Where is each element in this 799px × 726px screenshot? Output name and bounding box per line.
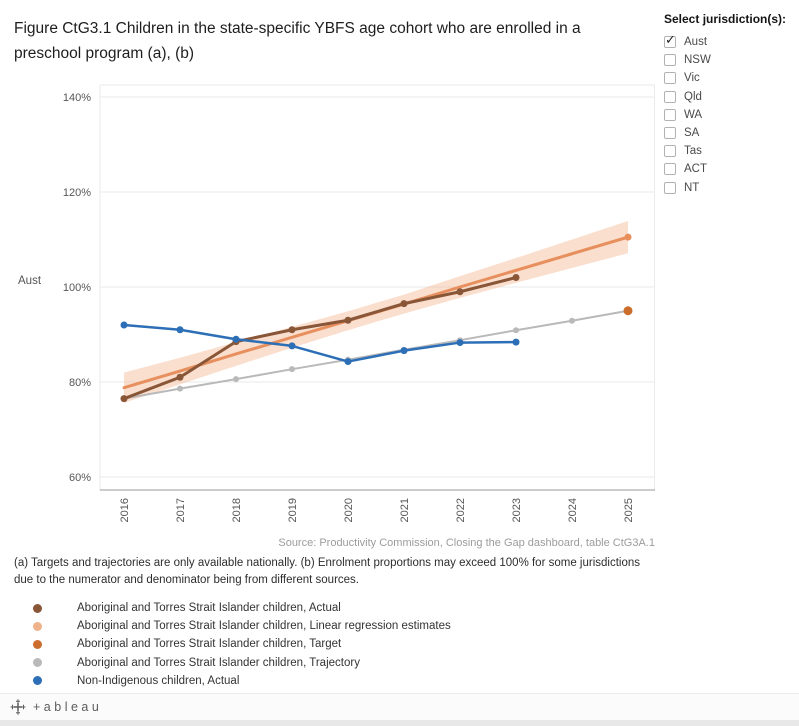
jurisdiction-option-label: Vic [684, 72, 700, 85]
jurisdiction-option-label: NSW [684, 54, 711, 67]
jurisdiction-option-aust[interactable]: ✓ Aust [664, 33, 796, 51]
indigenous_actual-point[interactable] [176, 373, 184, 381]
non_indigenous_actual-point[interactable] [176, 326, 184, 334]
line-chart[interactable]: 60% 80% 100% 120% 140% 2016 2017 2018 2019 2020 20… [45, 80, 655, 530]
y-tick-label: 60% [69, 472, 91, 484]
non_indigenous_actual-point[interactable] [512, 338, 520, 346]
legend-item: Aboriginal and Torres Strait Islander ch… [33, 635, 451, 653]
y-tick-label: 120% [63, 187, 91, 199]
chart-legend: Aboriginal and Torres Strait Islander ch… [33, 599, 451, 690]
indigenous_actual-point[interactable] [400, 300, 408, 308]
legend-item: Aboriginal and Torres Strait Islander ch… [33, 654, 451, 672]
legend-dot [33, 639, 42, 649]
trajectory-point[interactable] [233, 376, 239, 383]
checkbox-act[interactable] [664, 163, 676, 176]
tableau-wordmark: +ableau [33, 700, 103, 714]
jurisdiction-option-label: SA [684, 127, 700, 140]
non_indigenous_actual-point[interactable] [120, 321, 128, 329]
legend-label: Aboriginal and Torres Strait Islander ch… [77, 638, 342, 651]
legend-item: Non-Indigenous children, Actual [33, 672, 451, 690]
horizontal-scrollbar[interactable] [0, 720, 799, 726]
legend-label: Aboriginal and Torres Strait Islander ch… [77, 620, 451, 633]
checkmark-icon: ✓ [665, 32, 676, 48]
checkbox-sa[interactable] [664, 127, 676, 140]
jurisdiction-option-wa[interactable]: WA [664, 106, 796, 124]
jurisdiction-option-tas[interactable]: Tas [664, 142, 796, 160]
legend-dot [33, 603, 42, 613]
jurisdiction-option-label: Aust [684, 36, 708, 49]
non_indigenous_actual-point[interactable] [232, 335, 240, 343]
non_indigenous_actual-point[interactable] [400, 347, 408, 355]
jurisdiction-option-label: Tas [684, 145, 702, 158]
y-tick-label: 140% [63, 92, 91, 104]
x-tick-label: 2020 [343, 498, 355, 522]
indigenous_actual-point[interactable] [120, 395, 128, 403]
indigenous_actual-line[interactable] [122, 276, 518, 401]
x-tick-label: 2018 [231, 498, 243, 522]
jurisdiction-option-label: NT [684, 181, 700, 194]
jurisdiction-option-vic[interactable]: Vic [664, 69, 796, 87]
jurisdiction-option-label: ACT [684, 163, 707, 176]
target-point[interactable] [623, 306, 633, 316]
jurisdiction-option-label: Qld [684, 90, 702, 103]
regression-point[interactable] [624, 233, 632, 241]
jurisdiction-option-label: WA [684, 108, 703, 121]
jurisdiction-option-act[interactable]: ACT [664, 160, 796, 178]
x-tick-label: 2024 [567, 498, 579, 522]
x-tick-label: 2021 [399, 498, 411, 522]
legend-label: Non-Indigenous children, Actual [77, 674, 240, 687]
y-tick-label: 100% [63, 282, 91, 294]
row-label-aust: Aust [18, 275, 42, 287]
source-text: Source: Productivity Commission, Closing… [278, 537, 655, 549]
non_indigenous_actual-point[interactable] [288, 342, 296, 350]
legend-label: Aboriginal and Torres Strait Islander ch… [77, 602, 341, 615]
legend-item: Aboriginal and Torres Strait Islander ch… [33, 617, 451, 635]
footnote-text: (a) Targets and trajectories are only av… [14, 557, 640, 587]
checkbox-vic[interactable] [664, 72, 676, 85]
checkbox-wa[interactable] [664, 108, 676, 121]
indigenous_actual-point[interactable] [344, 316, 352, 324]
x-tick-label: 2017 [175, 498, 187, 522]
x-tick-label: 2019 [287, 498, 299, 522]
legend-dot [33, 621, 42, 631]
x-tick-label: 2016 [119, 498, 131, 522]
trajectory-point[interactable] [569, 317, 575, 324]
x-tick-label: 2022 [455, 498, 467, 522]
legend-label: Aboriginal and Torres Strait Islander ch… [77, 656, 360, 669]
x-tick-label: 2023 [511, 498, 523, 522]
non_indigenous_actual-point[interactable] [344, 358, 352, 366]
trajectory-point[interactable] [513, 327, 519, 334]
legend-dot [33, 676, 42, 686]
checkbox-qld[interactable] [664, 90, 676, 103]
checkbox-nsw[interactable] [664, 54, 676, 67]
trajectory-line[interactable] [123, 309, 629, 400]
trajectory-point[interactable] [177, 385, 183, 392]
non_indigenous_actual-line[interactable] [122, 323, 518, 363]
legend-dot [33, 658, 42, 668]
figure-title: Figure CtG3.1 Children in the state-spec… [14, 20, 581, 63]
legend-item: Aboriginal and Torres Strait Islander ch… [33, 599, 451, 617]
checkbox-nt[interactable] [664, 181, 676, 194]
tableau-logo-icon [10, 699, 26, 715]
jurisdiction-selector-label: Select jurisdiction(s): [664, 12, 787, 26]
jurisdiction-option-nsw[interactable]: NSW [664, 51, 796, 69]
checkbox-tas[interactable] [664, 145, 676, 158]
jurisdiction-option-nt[interactable]: NT [664, 179, 796, 197]
indigenous_actual-point[interactable] [456, 288, 464, 296]
jurisdiction-option-qld[interactable]: Qld [664, 88, 796, 106]
indigenous_actual-point[interactable] [288, 326, 296, 334]
tableau-footer[interactable]: +ableau [0, 693, 799, 720]
trajectory-point[interactable] [289, 366, 295, 373]
y-tick-label: 80% [69, 377, 91, 389]
indigenous_actual-point[interactable] [512, 274, 520, 281]
jurisdiction-selector: Select jurisdiction(s): ✓ Aust NSW Vic Qld WA… [664, 12, 796, 197]
jurisdiction-option-sa[interactable]: SA [664, 124, 796, 142]
checkbox-aust[interactable]: ✓ [664, 32, 676, 49]
jurisdiction-list: ✓ Aust NSW Vic Qld WA SA Tas ACT NT [664, 33, 796, 197]
non_indigenous_actual-point[interactable] [456, 339, 464, 347]
x-tick-label: 2025 [623, 498, 635, 522]
